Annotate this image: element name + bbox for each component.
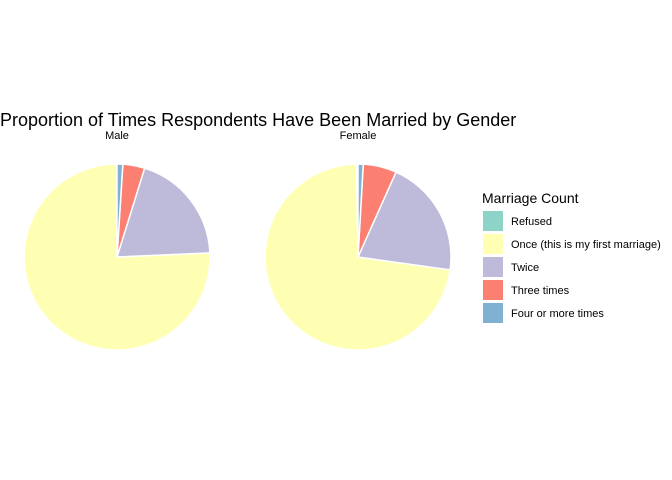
pie-slice-male-four-or-more-times xyxy=(116,163,124,258)
legend-title: Marriage Count xyxy=(482,190,579,206)
facet-label-female: Female xyxy=(340,130,377,142)
legend-key-once-this-is-my-first-marriage xyxy=(483,234,503,254)
chart-title: Proportion of Times Respondents Have Bee… xyxy=(0,110,516,130)
legend-label-twice: Twice xyxy=(511,262,539,274)
legend-key-three-times xyxy=(483,280,503,300)
legend-label-four-or-more-times: Four or more times xyxy=(511,308,604,320)
legend-label-refused: Refused xyxy=(511,216,552,228)
legend-key-four-or-more-times xyxy=(483,303,503,323)
legend-label-three-times: Three times xyxy=(511,285,570,297)
pies: Male Female xyxy=(23,130,452,351)
legend: Marriage Count Refused Once (this is my f… xyxy=(482,190,661,323)
facet-label-male: Male xyxy=(105,130,129,142)
pie-slice-male-twice xyxy=(115,167,211,258)
pie-slice-female-twice xyxy=(356,171,452,271)
legend-label-once-this-is-my-first-marriage: Once (this is my first marriage) xyxy=(511,239,661,251)
legend-key-refused xyxy=(483,211,503,231)
pie-slice-female-four-or-more-times xyxy=(357,163,365,258)
legend-key-twice xyxy=(483,257,503,277)
